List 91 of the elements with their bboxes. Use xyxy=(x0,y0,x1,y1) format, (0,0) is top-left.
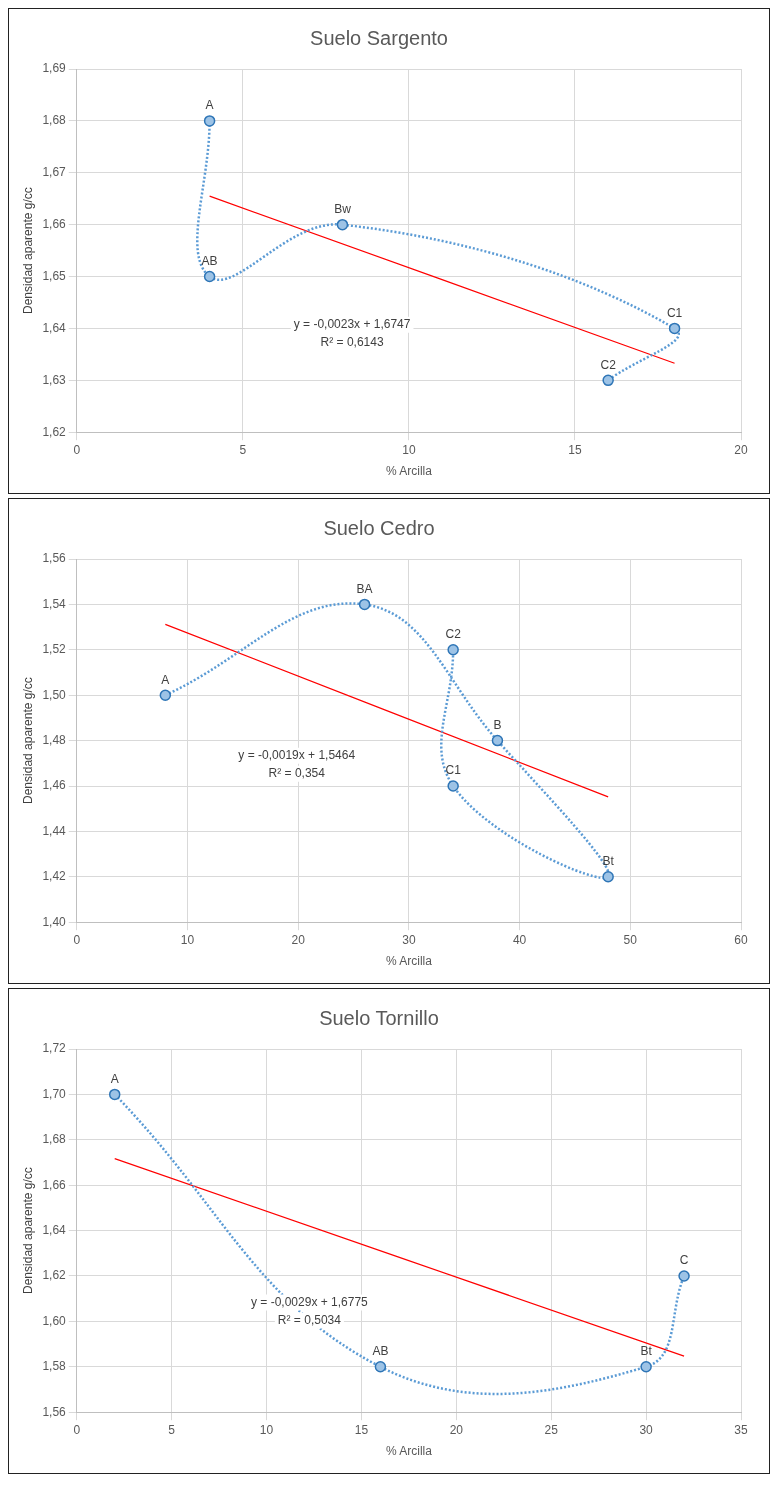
x-tick-label: 10 xyxy=(259,1422,274,1437)
point xyxy=(447,644,459,656)
y-tick-label: 1,44 xyxy=(42,823,67,838)
annotation: R² = 0,354 xyxy=(268,765,326,780)
x-tick-label: 35 xyxy=(734,1422,748,1437)
point xyxy=(203,115,216,127)
y-tick-label: 1,60 xyxy=(42,1313,67,1328)
data-label: B xyxy=(493,717,502,732)
data-label: C2 xyxy=(445,627,462,642)
y-tick-label: 1,68 xyxy=(42,1132,67,1147)
point xyxy=(678,1270,690,1282)
data-label: Bt xyxy=(602,854,615,869)
data-label: AB xyxy=(372,1344,389,1359)
x-tick-label: 30 xyxy=(402,932,416,947)
x-tick-label: 5 xyxy=(168,1422,176,1437)
y-tick-label: 1,72 xyxy=(42,1041,67,1056)
data-label: BA xyxy=(356,581,373,596)
point xyxy=(491,734,504,747)
data-label: Bw xyxy=(334,201,352,216)
x-tick-label: 0 xyxy=(73,442,81,457)
point xyxy=(336,218,349,231)
y-tick-label: 1,65 xyxy=(42,268,67,283)
y-tick-label: 1,64 xyxy=(42,1222,67,1237)
annotation: R² = 0,5034 xyxy=(277,1312,342,1327)
y-tick-label: 1,54 xyxy=(42,596,67,611)
y-tick-label: 1,56 xyxy=(42,1404,67,1419)
x-tick-label: 30 xyxy=(639,1422,654,1437)
x-tick-label: 0 xyxy=(73,1422,81,1437)
x-tick-label: 15 xyxy=(568,442,582,457)
y-tick-label: 1,42 xyxy=(42,869,67,884)
point xyxy=(640,1361,652,1373)
point xyxy=(374,1361,387,1373)
x-tick-label: 50 xyxy=(623,932,638,947)
y-tick-label: 1,52 xyxy=(42,642,67,657)
data-label: A xyxy=(205,98,214,113)
point xyxy=(447,780,459,792)
point xyxy=(602,871,614,883)
chart-title: Suelo Sargento xyxy=(310,26,448,49)
y-tick-label: 1,62 xyxy=(42,424,67,439)
y-tick-label: 1,56 xyxy=(42,551,67,566)
annotation: R² = 0,6143 xyxy=(320,334,384,349)
x-tick-label: 25 xyxy=(544,1422,559,1437)
x-tick-label: 10 xyxy=(180,932,195,947)
y-axis-title: Densidad aparente g/cc xyxy=(20,677,35,804)
y-tick-label: 1,68 xyxy=(42,113,67,128)
x-axis-title: % Arcilla xyxy=(385,954,433,969)
point xyxy=(159,689,172,701)
x-tick-label: 10 xyxy=(402,442,416,457)
chart-title: Suelo Tornillo xyxy=(319,1006,439,1029)
x-tick-label: 5 xyxy=(239,442,247,457)
point xyxy=(108,1088,121,1101)
y-tick-label: 1,70 xyxy=(42,1086,67,1101)
y-tick-label: 1,66 xyxy=(42,216,67,231)
y-tick-label: 1,63 xyxy=(42,372,67,387)
point xyxy=(203,270,216,283)
annotation: y = -0,0029x + 1,6775 xyxy=(251,1294,369,1309)
point xyxy=(358,598,371,611)
x-axis-title: % Arcilla xyxy=(385,1444,433,1459)
data-label: AB xyxy=(201,253,218,268)
point xyxy=(668,322,681,335)
data-label: C2 xyxy=(600,357,617,372)
y-tick-label: 1,64 xyxy=(42,320,67,335)
y-tick-label: 1,48 xyxy=(42,732,67,747)
y-tick-label: 1,50 xyxy=(42,687,67,702)
annotation: y = -0,0023x + 1,6747 xyxy=(293,316,411,331)
chart-title: Suelo Cedro xyxy=(323,516,435,539)
x-tick-label: 15 xyxy=(354,1422,369,1437)
y-tick-label: 1,62 xyxy=(42,1268,67,1283)
x-tick-label: 20 xyxy=(449,1422,464,1437)
y-tick-label: 1,69 xyxy=(42,61,67,76)
data-label: C1 xyxy=(445,763,462,778)
x-tick-label: 20 xyxy=(291,932,306,947)
x-axis-title: % Arcilla xyxy=(385,464,433,479)
data-label: C1 xyxy=(666,305,683,320)
y-tick-label: 1,40 xyxy=(42,914,67,929)
x-tick-label: 0 xyxy=(73,932,81,947)
annotation: y = -0,0019x + 1,5464 xyxy=(238,747,356,762)
data-label: A xyxy=(161,672,170,687)
data-label: A xyxy=(110,1071,119,1086)
x-tick-label: 60 xyxy=(734,932,748,947)
data-label: Bt xyxy=(640,1344,653,1359)
data-label: C xyxy=(679,1253,689,1268)
y-tick-label: 1,66 xyxy=(42,1177,67,1192)
y-tick-label: 1,58 xyxy=(42,1359,67,1374)
y-axis-title: Densidad aparente g/cc xyxy=(20,187,35,314)
point xyxy=(602,374,614,387)
y-axis-title: Densidad aparente g/cc xyxy=(20,1167,35,1294)
x-tick-label: 40 xyxy=(512,932,527,947)
x-tick-label: 20 xyxy=(734,442,748,457)
y-tick-label: 1,46 xyxy=(42,778,67,793)
y-tick-label: 1,67 xyxy=(42,165,67,180)
